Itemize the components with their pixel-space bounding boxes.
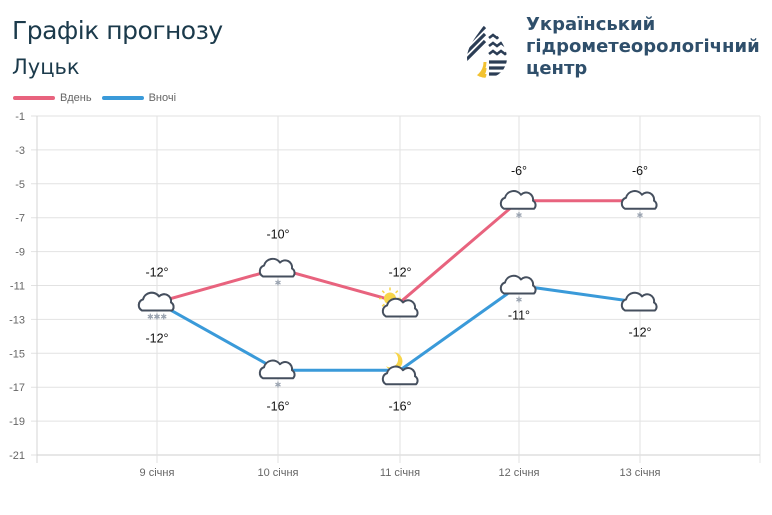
svg-text:✱: ✱ (516, 296, 523, 305)
value-label-night: -11° (508, 309, 530, 323)
y-tick-label: -9 (15, 247, 25, 259)
y-tick-label: -21 (9, 450, 25, 462)
value-label-night: -16° (388, 399, 411, 413)
chart-grid (31, 115, 761, 463)
chart-legend: Вдень Вночі (13, 92, 186, 104)
svg-text:✱✱✱: ✱✱✱ (147, 312, 167, 321)
legend-label-night: Вночі (148, 92, 177, 104)
svg-text:✱: ✱ (154, 312, 161, 321)
legend-swatch-day (13, 96, 55, 100)
y-tick-label: -19 (9, 416, 25, 428)
svg-text:✱: ✱ (637, 211, 644, 220)
sun-cloud-icon (379, 287, 419, 318)
x-tick-label: 9 січня (140, 467, 175, 479)
org-line-2: гідрометеорологічний (526, 36, 760, 57)
ugmc-logo-icon (463, 18, 511, 85)
cloud-snow-icon: ✱✱✱ (137, 291, 175, 321)
legend-label-day: Вдень (60, 92, 92, 104)
city-name: Луцьк (12, 55, 80, 79)
y-tick-label: -5 (15, 179, 25, 191)
page-title: Графік прогнозу (12, 16, 223, 45)
y-tick-label: -3 (15, 145, 25, 157)
x-tick-label: 10 січня (258, 467, 299, 479)
cloud-snow-icon: ✱ (499, 274, 537, 305)
legend-swatch-night (101, 96, 144, 100)
cloud-snow-icon: ✱ (620, 190, 658, 220)
y-tick-label: -7 (15, 213, 25, 225)
value-label-day: -10° (266, 228, 289, 242)
org-line-3: центр (526, 58, 588, 79)
x-tick-label: 12 січня (499, 467, 540, 479)
y-tick-label: -13 (9, 314, 25, 326)
legend-item-night[interactable]: Вночі (101, 92, 177, 104)
value-label-day: -6° (632, 164, 648, 178)
value-label-night: -12° (145, 331, 168, 345)
value-label-day: -12° (145, 265, 168, 279)
value-label-night: -16° (266, 399, 289, 413)
value-label-night: -12° (628, 325, 651, 339)
value-label-day: -12° (388, 265, 411, 279)
value-label-day: -6° (511, 164, 527, 178)
value-labels: -12° -10° -12° -6° -6° -12° -16° -16° -11° -12° (145, 164, 651, 414)
x-tick-label: 13 січня (620, 467, 661, 479)
y-axis: -1 -3 -5 -7 -9 -11 -13 -15 -17 -19 -21 (9, 111, 25, 462)
cloud-icon (620, 291, 658, 312)
x-axis: 9 січня 10 січня 11 січня 12 січня 13 січня (140, 467, 661, 479)
y-tick-label: -11 (10, 281, 25, 293)
org-line-1: Український (526, 14, 656, 35)
svg-text:✱: ✱ (275, 279, 282, 288)
organization-name: Український гідрометеорологічний центр (526, 14, 760, 80)
y-tick-label: -17 (9, 382, 25, 394)
cloud-snow-icon: ✱ (499, 190, 537, 220)
cloud-snow-icon: ✱ (258, 257, 296, 288)
y-tick-label: -15 (9, 348, 25, 360)
x-tick-label: 11 січня (380, 467, 420, 479)
svg-text:✱: ✱ (516, 211, 523, 220)
weather-icons: ✱✱✱ ✱✱✱✱✱✱ (137, 190, 658, 389)
cloud-snow-icon: ✱ (258, 359, 296, 389)
y-tick-label: -1 (15, 111, 25, 123)
svg-text:✱: ✱ (275, 380, 282, 389)
legend-item-day[interactable]: Вдень (13, 92, 92, 104)
moon-cloud-icon (381, 352, 419, 386)
